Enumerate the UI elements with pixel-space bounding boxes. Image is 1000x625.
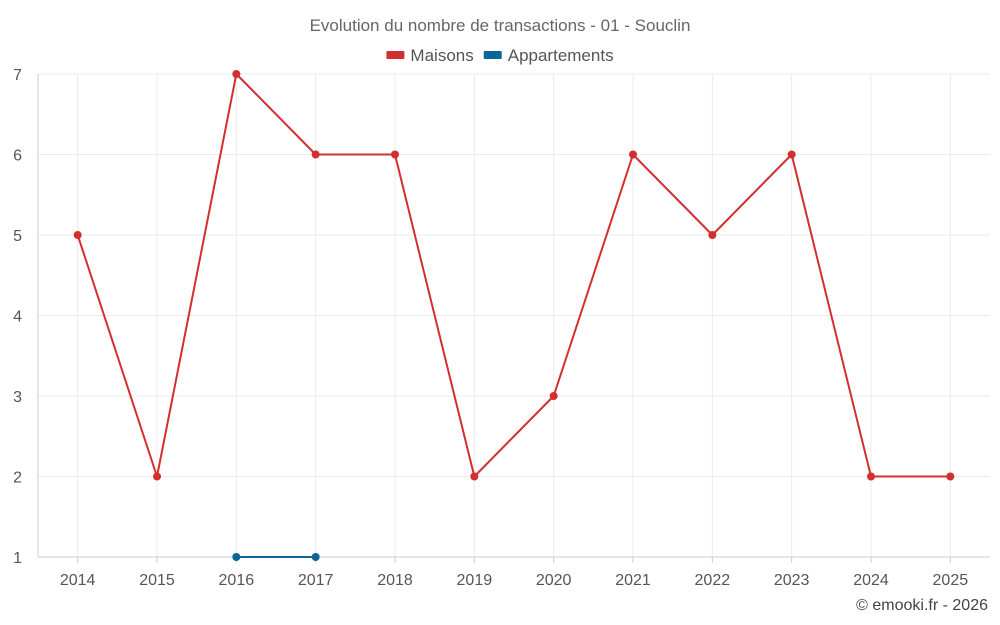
x-tick-label: 2015 xyxy=(139,572,175,589)
x-tick-label: 2020 xyxy=(536,572,572,589)
data-point-maisons[interactable] xyxy=(311,150,320,159)
x-tick-label: 2025 xyxy=(933,572,969,589)
x-tick-label: 2017 xyxy=(298,572,334,589)
data-point-appartements[interactable] xyxy=(232,553,241,561)
data-point-appartements[interactable] xyxy=(311,553,320,561)
legend-label: Maisons xyxy=(410,46,473,65)
x-tick-label: 2024 xyxy=(853,572,889,589)
y-tick-label: 4 xyxy=(13,309,22,326)
credit-text: © emooki.fr - 2026 xyxy=(856,597,988,614)
data-point-maisons[interactable] xyxy=(708,231,717,239)
data-point-maisons[interactable] xyxy=(73,231,82,239)
data-point-maisons[interactable] xyxy=(391,150,399,159)
x-tick-label: 2016 xyxy=(219,572,255,589)
plot-area xyxy=(73,70,955,561)
y-tick-label: 7 xyxy=(13,67,22,84)
legend-item-appartements[interactable]: Appartements xyxy=(483,46,614,65)
data-point-maisons[interactable] xyxy=(549,392,558,400)
chart-title: Evolution du nombre de transactions - 01… xyxy=(310,16,691,35)
y-axis: 1 2 3 4 5 6 7 xyxy=(13,67,39,567)
legend-swatch xyxy=(483,51,502,59)
y-tick-label: 1 xyxy=(13,550,22,567)
x-tick-label: 2022 xyxy=(695,572,731,589)
legend-label: Appartements xyxy=(508,46,614,65)
y-tick-label: 2 xyxy=(13,470,22,487)
x-tick-label: 2021 xyxy=(615,572,651,589)
data-point-maisons[interactable] xyxy=(629,150,637,159)
x-tick-label: 2014 xyxy=(60,572,96,589)
data-point-maisons[interactable] xyxy=(787,150,796,159)
data-point-maisons[interactable] xyxy=(470,472,479,481)
y-tick-label: 5 xyxy=(13,228,22,245)
data-point-maisons[interactable] xyxy=(946,472,955,481)
x-tick-label: 2018 xyxy=(377,572,413,589)
legend-swatch xyxy=(386,51,405,59)
x-tick-label: 2023 xyxy=(774,572,810,589)
y-tick-label: 6 xyxy=(13,148,22,165)
x-tick-label: 2019 xyxy=(457,572,493,589)
data-point-maisons[interactable] xyxy=(867,472,875,481)
x-axis: 2014 2015 2016 2017 2018 2019 2020 2021 2022 2023… xyxy=(38,556,990,589)
legend: Maisons Appartements xyxy=(386,46,614,65)
series-line-maisons xyxy=(76,73,951,478)
grid xyxy=(38,73,990,557)
legend-item-maisons[interactable]: Maisons xyxy=(386,46,474,65)
data-point-maisons[interactable] xyxy=(232,70,241,78)
y-tick-label: 3 xyxy=(13,389,22,406)
data-point-maisons[interactable] xyxy=(153,472,161,481)
